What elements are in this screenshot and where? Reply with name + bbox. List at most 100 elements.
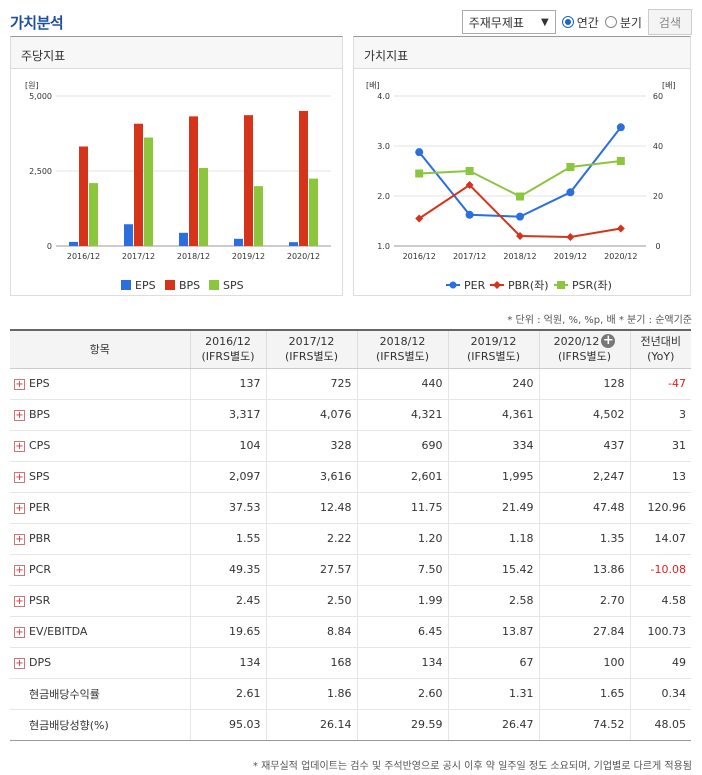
legend-swatch xyxy=(121,280,131,290)
y-tick-label-left: 4.0 xyxy=(377,92,390,101)
unit-note: * 단위 : 억원, %, %p, 배 * 분기 : 순액기준 xyxy=(507,315,692,326)
row-name: BPS xyxy=(29,408,51,421)
row-label[interactable]: + PCR xyxy=(10,554,190,586)
value-cell: 2,247 xyxy=(538,461,630,493)
table-row: 현금배당성향(%) 95.03 26.14 29.59 26.47 74.52 48.05 xyxy=(10,709,691,741)
value-cell: 1.20 xyxy=(356,523,448,555)
value-cell: 8.84 xyxy=(265,616,357,648)
table-row: + PCR 49.35 27.57 7.50 15.42 13.86 -10.08 xyxy=(10,554,691,586)
row-name: PCR xyxy=(29,563,51,576)
expand-icon[interactable]: + xyxy=(14,626,25,638)
x-tick-label: 2020/12 xyxy=(604,252,637,261)
value-cell: 1.99 xyxy=(356,585,448,617)
expand-icon[interactable]: + xyxy=(14,657,25,669)
row-label[interactable]: + BPS xyxy=(10,399,190,431)
expand-icon[interactable]: + xyxy=(14,595,25,607)
row-label: 현금배당수익률 xyxy=(10,678,190,710)
expand-icon[interactable]: + xyxy=(14,533,25,545)
row-name: SPS xyxy=(29,470,50,483)
panel-title: 가치지표 xyxy=(354,37,690,69)
legend-label: SPS xyxy=(223,279,244,292)
search-button[interactable]: 검색 xyxy=(647,9,692,35)
row-label[interactable]: + EPS xyxy=(10,368,190,400)
x-tick-label: 2019/12 xyxy=(554,252,587,261)
y-tick-label: 0 xyxy=(47,242,52,251)
per-share-chart: [원] 0 2,500 5,000 2016/12 2017/12 2018/12 2019/… xyxy=(25,81,331,292)
radio-annual[interactable]: 연간 xyxy=(561,14,599,31)
table-row: 현금배당수익률 2.61 1.86 2.60 1.31 1.65 0.34 xyxy=(10,678,691,710)
y-axis-unit: [원] xyxy=(25,81,39,90)
column-header: 2016/12 (IFRS별도) xyxy=(189,330,266,369)
value-cell: 2.58 xyxy=(447,585,539,617)
value-cell: 2.45 xyxy=(189,585,266,617)
controls: 주재무제표 ▼ 연간 분기 검색 xyxy=(461,9,692,35)
value-cell: 2,601 xyxy=(356,461,448,493)
row-name: 현금배당성향(%) xyxy=(29,718,109,732)
bar-sps xyxy=(89,183,98,246)
row-label[interactable]: + CPS xyxy=(10,430,190,462)
expand-icon[interactable]: + xyxy=(14,409,25,421)
value-cell: 95.03 xyxy=(189,709,266,741)
y-tick-label-left: 1.0 xyxy=(377,242,390,251)
expand-icon[interactable]: + xyxy=(14,502,25,514)
row-label[interactable]: + SPS xyxy=(10,461,190,493)
y-tick-label: 5,000 xyxy=(29,92,52,101)
legend-marker xyxy=(449,281,457,289)
x-tick-label: 2016/12 xyxy=(67,252,100,261)
row-label[interactable]: + PBR xyxy=(10,523,190,555)
legend-label: PER xyxy=(464,279,486,292)
value-cell: 1.18 xyxy=(447,523,539,555)
x-tick-label: 2020/12 xyxy=(287,252,320,261)
table-row: + EV/EBITDA 19.65 8.84 6.45 13.87 27.84 100.73 xyxy=(10,616,691,648)
radio-quarter[interactable]: 분기 xyxy=(604,14,642,31)
point-psr xyxy=(415,169,424,178)
point-psr xyxy=(566,163,575,171)
row-label[interactable]: + EV/EBITDA xyxy=(10,616,190,648)
value-cell: 2.61 xyxy=(189,678,266,710)
row-label[interactable]: + PSR xyxy=(10,585,190,617)
table-row: + PBR 1.55 2.22 1.20 1.18 1.35 14.07 xyxy=(10,523,691,555)
bar-bps xyxy=(134,123,143,246)
point-per xyxy=(616,123,625,132)
point-pbr xyxy=(566,233,575,241)
value-cell: 437 xyxy=(538,430,630,462)
bar-sps xyxy=(309,178,318,246)
page-title: 가치분석 xyxy=(10,14,64,32)
header-line1: 2018/12 xyxy=(379,335,426,349)
value-cell: 690 xyxy=(356,430,448,462)
value-cell: 12.48 xyxy=(265,492,357,524)
expand-icon[interactable]: + xyxy=(14,378,25,390)
yoy-cell: 100.73 xyxy=(629,616,691,648)
value-cell: 26.47 xyxy=(447,709,539,741)
expand-icon[interactable]: + xyxy=(14,440,25,452)
row-label[interactable]: + PER xyxy=(10,492,190,524)
header-line1: 2016/12 xyxy=(205,335,251,349)
expand-icon[interactable]: + xyxy=(14,471,25,483)
expand-icon[interactable]: + xyxy=(14,564,25,576)
statement-select[interactable]: 주재무제표 ▼ xyxy=(461,10,556,34)
value-cell: 21.49 xyxy=(447,492,539,524)
value-cell: 240 xyxy=(447,368,539,400)
yoy-cell: 31 xyxy=(629,430,691,462)
legend-marker xyxy=(557,281,565,289)
value-cell: 15.42 xyxy=(447,554,539,586)
value-cell: 4,076 xyxy=(265,399,357,431)
bar-sps xyxy=(254,186,263,246)
value-cell: 1.55 xyxy=(189,523,266,555)
yoy-cell: 0.34 xyxy=(629,678,691,710)
header-line2: (IFRS별도) xyxy=(201,350,255,364)
bar-eps xyxy=(179,232,188,246)
y-tick-label-right: 40 xyxy=(653,142,663,151)
y-tick-label-left: 3.0 xyxy=(377,142,390,151)
table-row: + SPS 2,097 3,616 2,601 1,995 2,247 13 xyxy=(10,461,691,493)
x-tick-label: 2018/12 xyxy=(177,252,210,261)
header-line2: (IFRS별도) xyxy=(466,350,521,364)
expand-plus-icon[interactable]: + xyxy=(601,333,616,349)
radio-off-icon xyxy=(604,16,617,28)
row-label[interactable]: + DPS xyxy=(10,647,190,679)
table-row: + PER 37.53 12.48 11.75 21.49 47.48 120.96 xyxy=(10,492,691,524)
table-row: + EPS 137 725 440 240 128 -47 xyxy=(10,368,691,400)
header-line1: 2020/12 xyxy=(553,335,600,349)
yoy-cell: -47 xyxy=(629,368,691,400)
column-header: 2019/12 (IFRS별도) xyxy=(447,330,539,369)
